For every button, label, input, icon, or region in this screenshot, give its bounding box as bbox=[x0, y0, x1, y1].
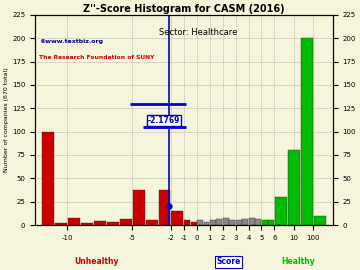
Bar bbox=[94, 221, 106, 225]
Bar bbox=[68, 218, 80, 225]
Bar bbox=[107, 222, 119, 225]
Y-axis label: Number of companies (670 total): Number of companies (670 total) bbox=[4, 68, 9, 172]
Bar bbox=[197, 220, 203, 225]
Bar bbox=[42, 132, 54, 225]
Bar bbox=[275, 197, 287, 225]
Bar bbox=[184, 220, 190, 225]
Bar bbox=[262, 220, 268, 225]
Bar bbox=[301, 38, 313, 225]
Text: Score: Score bbox=[216, 257, 240, 266]
Bar bbox=[133, 190, 145, 225]
Bar bbox=[255, 220, 261, 225]
Bar bbox=[249, 218, 255, 225]
Bar bbox=[223, 218, 229, 225]
Text: The Research Foundation of SUNY: The Research Foundation of SUNY bbox=[39, 55, 154, 60]
Bar bbox=[55, 223, 67, 225]
Text: ©www.textbiz.org: ©www.textbiz.org bbox=[39, 39, 103, 44]
Text: Healthy: Healthy bbox=[281, 257, 315, 266]
Bar bbox=[158, 190, 170, 225]
Bar bbox=[314, 216, 326, 225]
Bar bbox=[171, 211, 183, 225]
Bar bbox=[288, 150, 300, 225]
Text: Sector: Healthcare: Sector: Healthcare bbox=[159, 28, 237, 37]
Bar bbox=[81, 223, 93, 225]
Bar bbox=[210, 220, 216, 225]
Title: Z''-Score Histogram for CASM (2016): Z''-Score Histogram for CASM (2016) bbox=[83, 4, 285, 14]
Text: -2.1769: -2.1769 bbox=[148, 116, 180, 125]
Bar bbox=[203, 222, 210, 225]
Bar bbox=[268, 220, 274, 225]
Bar bbox=[216, 220, 222, 225]
Bar bbox=[236, 220, 242, 225]
Text: Unhealthy: Unhealthy bbox=[74, 257, 118, 266]
Bar bbox=[242, 220, 248, 225]
Bar bbox=[145, 220, 158, 225]
Bar bbox=[120, 220, 132, 225]
Bar bbox=[229, 220, 235, 225]
Bar bbox=[190, 222, 197, 225]
